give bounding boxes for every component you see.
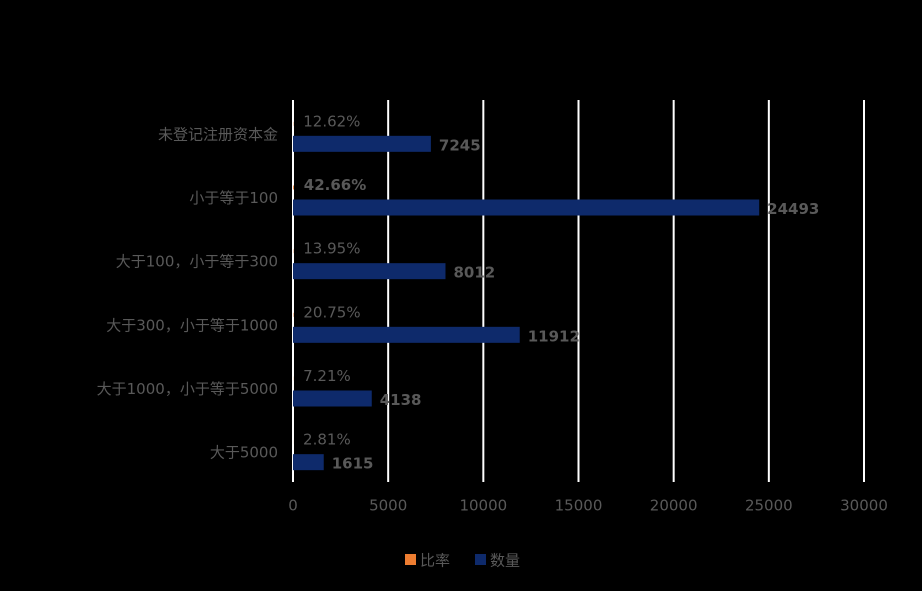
data-label: 11912	[528, 327, 580, 345]
x-tick-label: 5000	[369, 497, 407, 515]
bar	[293, 135, 431, 152]
x-tick-label: 25000	[745, 497, 793, 515]
bar	[293, 199, 760, 216]
data-label: 7245	[439, 136, 481, 154]
y-tick-label: 大于300，小于等于1000	[106, 316, 278, 334]
y-tick-label: 小于等于100	[189, 189, 278, 207]
data-label: 12.62%	[303, 112, 360, 130]
legend-label: 数量	[490, 552, 520, 570]
legend-swatch	[475, 554, 486, 565]
y-tick-label: 未登记注册资本金	[158, 125, 278, 143]
data-label: 1615	[332, 455, 374, 473]
legend-swatch	[405, 554, 416, 565]
bar	[293, 185, 294, 190]
data-label: 8012	[453, 264, 495, 282]
data-label: 2.81%	[303, 431, 351, 449]
x-tick-label: 20000	[650, 497, 698, 515]
x-tick-label: 0	[288, 497, 298, 515]
y-tick-label: 大于1000，小于等于5000	[97, 380, 278, 398]
data-label: 13.95%	[303, 240, 360, 258]
bar	[293, 326, 520, 343]
x-tick-label: 30000	[840, 497, 888, 515]
bar	[293, 390, 372, 407]
x-tick-label: 15000	[555, 497, 603, 515]
legend-label: 比率	[420, 552, 450, 570]
y-tick-label: 大于100，小于等于300	[116, 253, 278, 271]
x-tick-label: 10000	[459, 497, 507, 515]
data-label: 7.21%	[303, 367, 351, 385]
bar	[293, 263, 446, 280]
data-label: 42.66%	[304, 176, 366, 194]
data-label: 24493	[767, 200, 819, 218]
data-label: 4138	[380, 391, 422, 409]
y-tick-label: 大于5000	[210, 444, 278, 462]
data-label: 20.75%	[303, 303, 360, 321]
bar	[293, 454, 324, 471]
